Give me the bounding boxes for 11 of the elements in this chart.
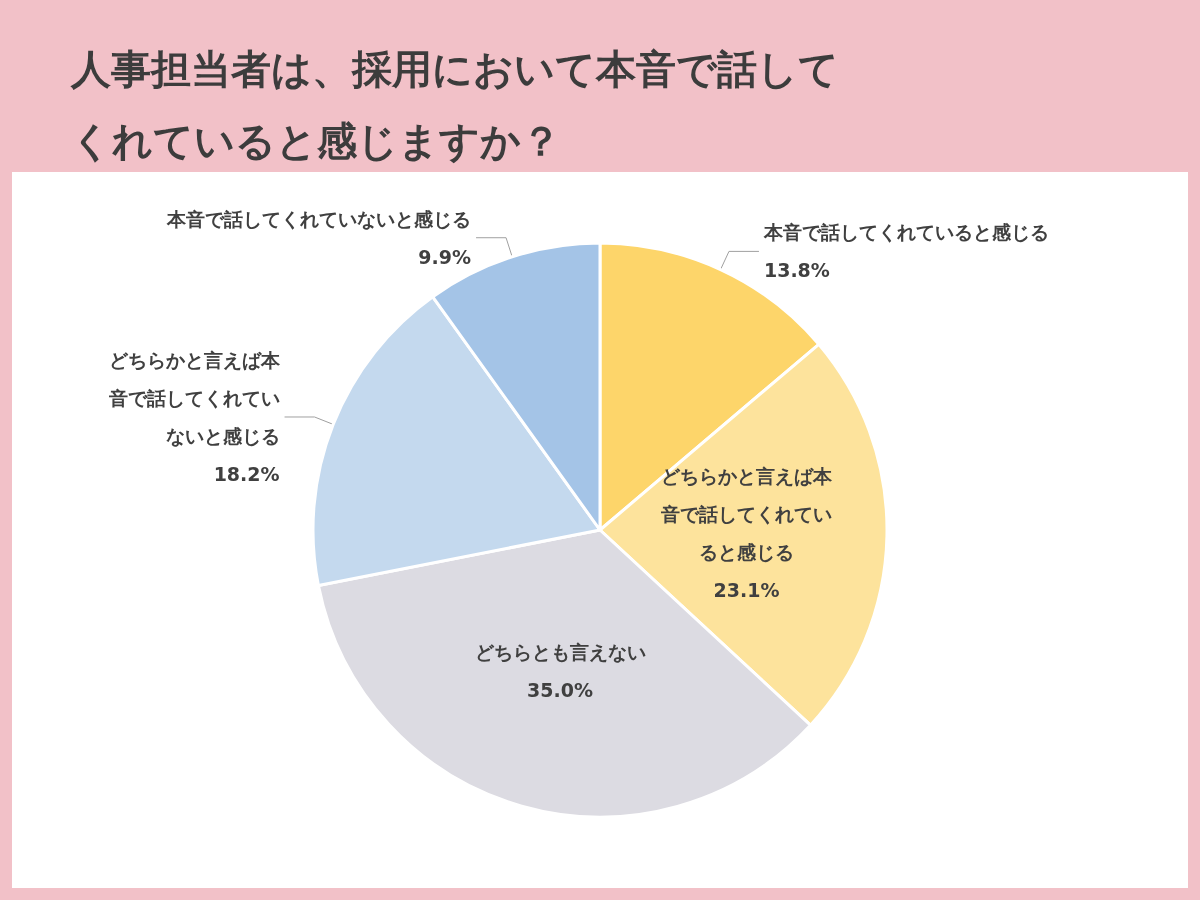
slice-label: 本音で話してくれていると感じる xyxy=(762,221,1049,244)
slice-label: どちらかと言えば本音で話してくれていないと感じる xyxy=(107,348,281,447)
chart-title: 人事担当者は、採用において本音で話してくれていると感じますか？ xyxy=(70,46,839,164)
slice-label: どちらかと言えば本音で話してくれていると感じる xyxy=(659,465,833,564)
slice-label: 本音で話してくれていないと感じる xyxy=(166,207,472,230)
slice-label: どちらとも言えない xyxy=(474,640,646,663)
data-label: 23.1% xyxy=(713,579,780,602)
data-label: 9.9% xyxy=(418,245,472,268)
data-label: 13.8% xyxy=(763,259,830,282)
data-label: 18.2% xyxy=(213,462,280,485)
data-label: 35.0% xyxy=(527,678,593,701)
